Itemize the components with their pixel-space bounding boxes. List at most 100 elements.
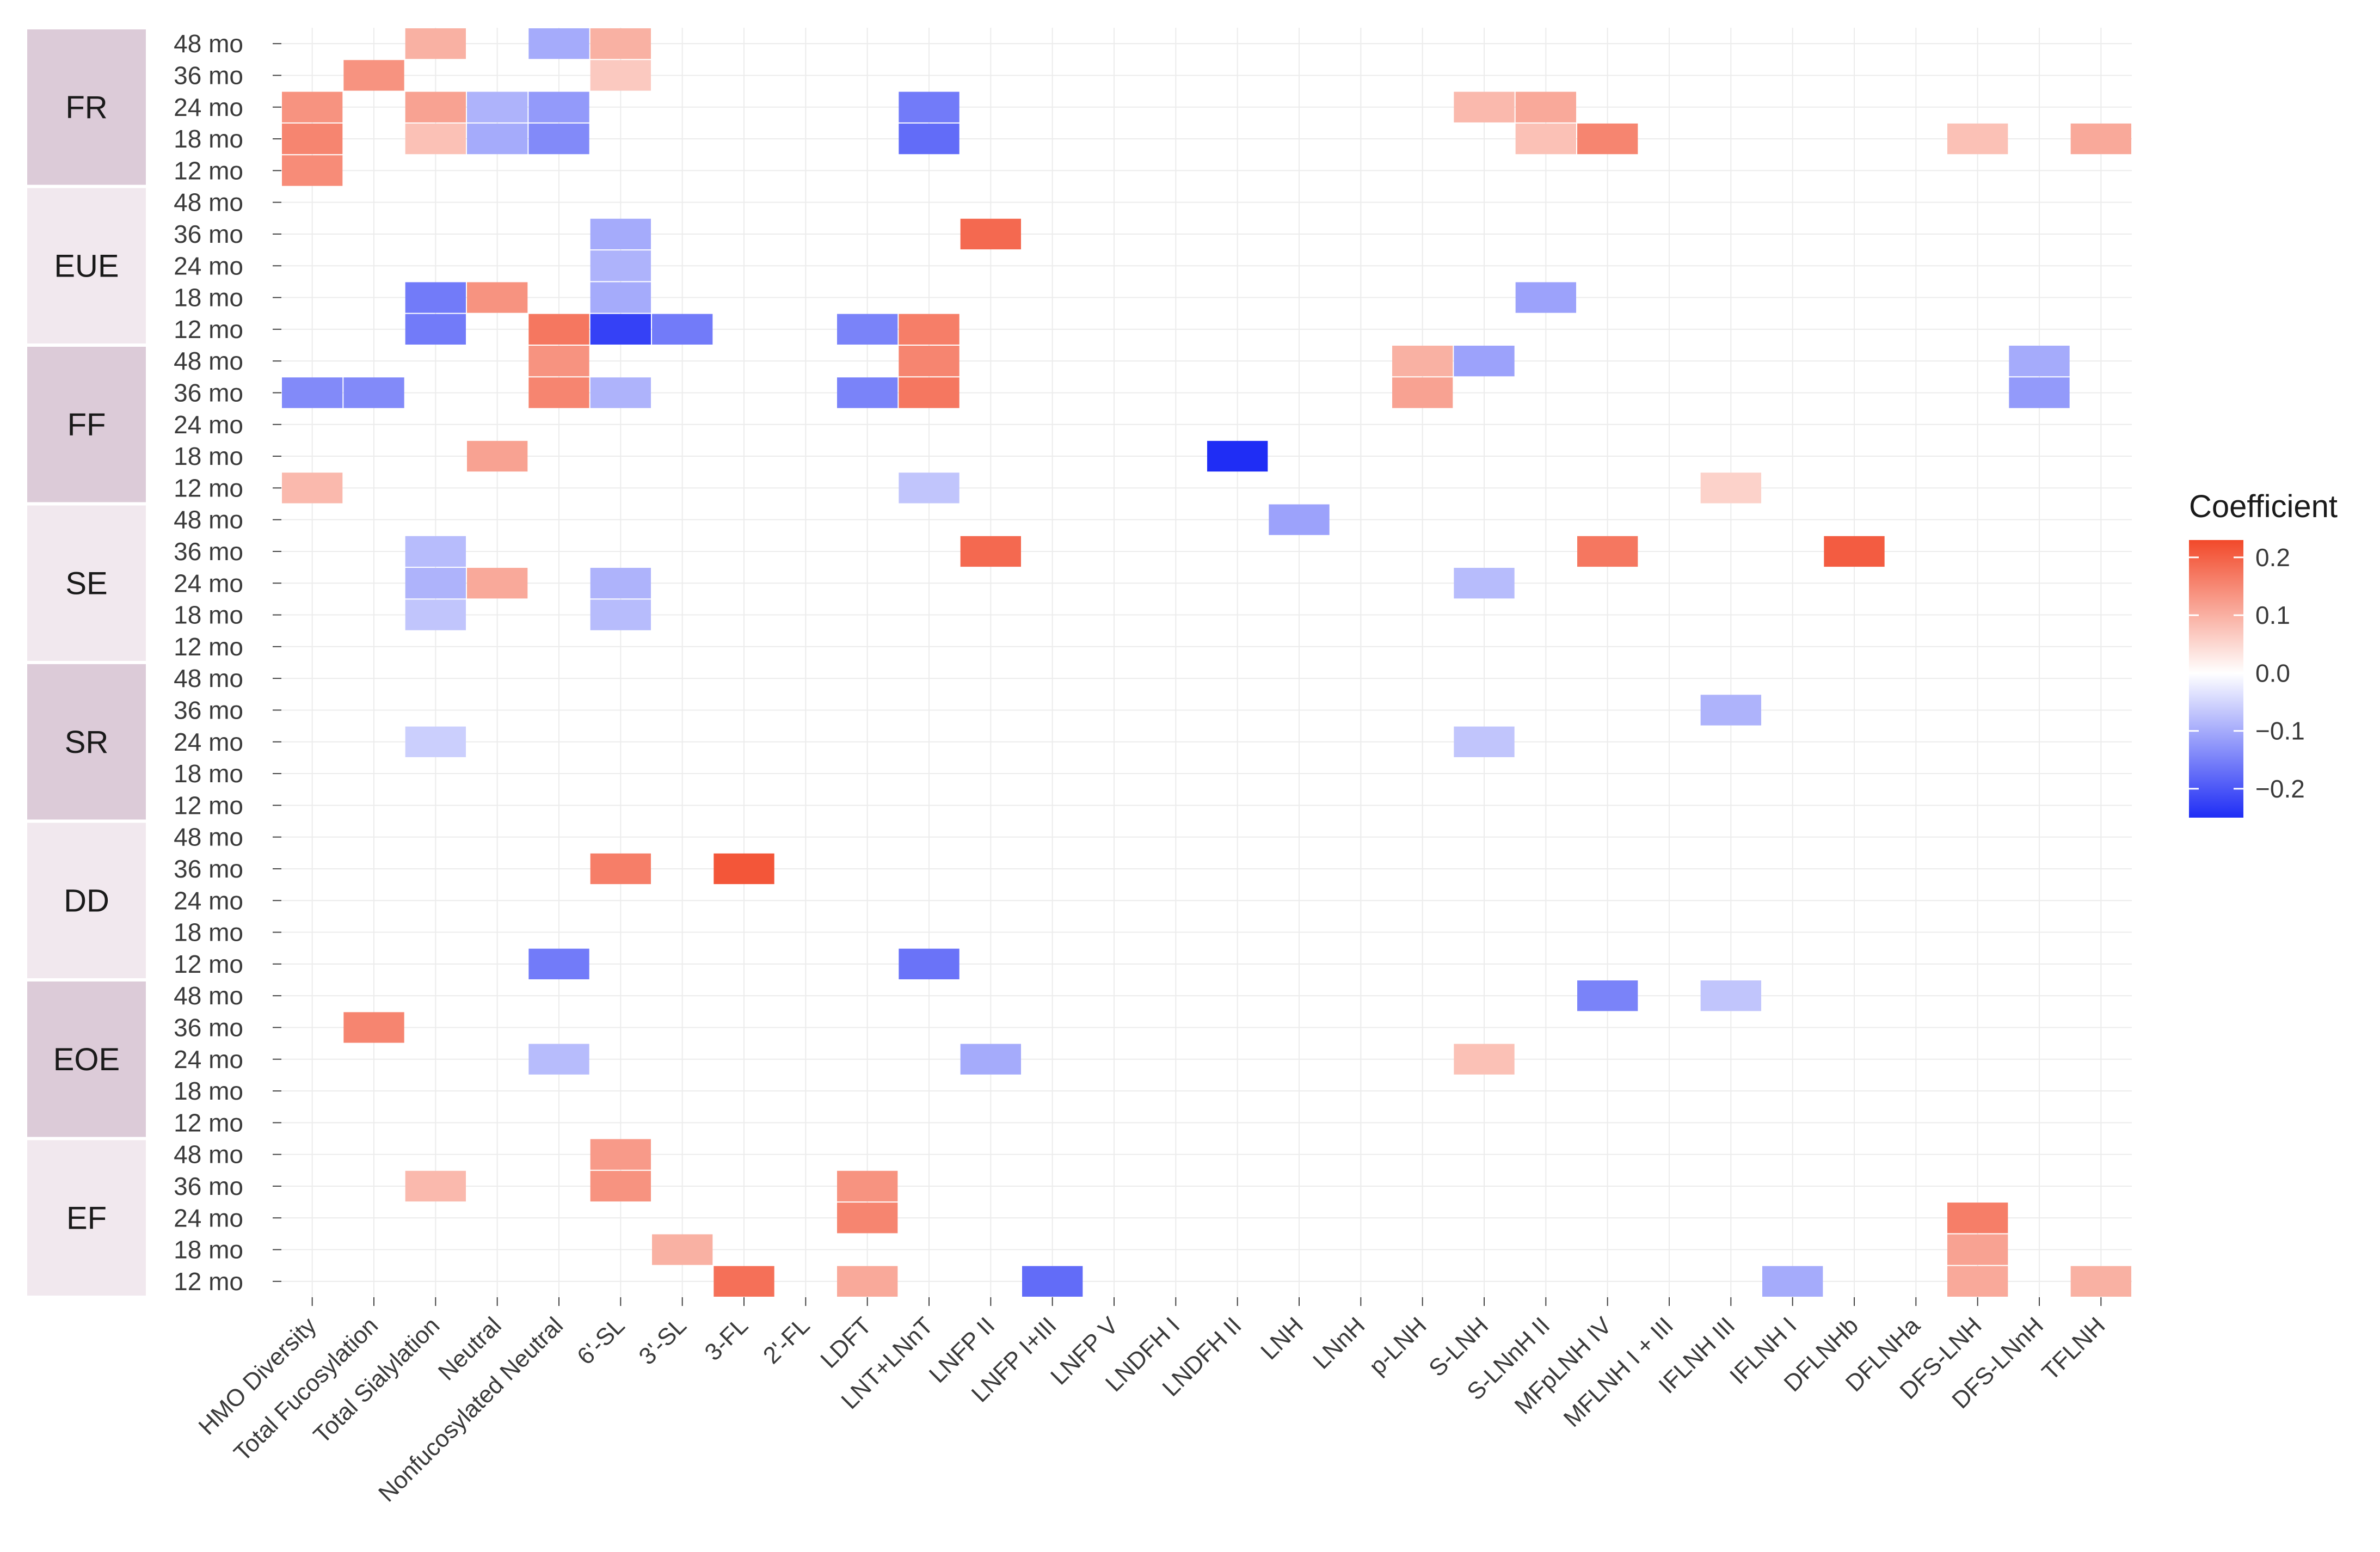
y-tick-label: 12 mo bbox=[174, 1267, 243, 1296]
heatmap-cell bbox=[1577, 536, 1638, 567]
heatmap-cell bbox=[528, 314, 589, 345]
y-tick-label: 36 mo bbox=[174, 220, 243, 248]
y-tick-label: 36 mo bbox=[174, 1172, 243, 1200]
facet-strip-se bbox=[27, 505, 146, 661]
heatmap-cell bbox=[1824, 536, 1885, 567]
heatmap-cell bbox=[899, 948, 960, 979]
heatmap-cell bbox=[405, 1170, 466, 1202]
heatmap-cell bbox=[1454, 568, 1515, 599]
x-tick-label: TFLNH bbox=[2037, 1312, 2111, 1385]
legend-title: Coefficient bbox=[2189, 489, 2338, 524]
heatmap-cell bbox=[528, 123, 589, 155]
y-tick-label: 24 mo bbox=[174, 1204, 243, 1232]
heatmap-cell bbox=[652, 314, 713, 345]
legend-tick-label: −0.1 bbox=[2255, 717, 2305, 745]
x-tick-label: LNH bbox=[1256, 1312, 1308, 1365]
heatmap-cell bbox=[960, 536, 1021, 567]
heatmap-cell bbox=[899, 473, 960, 504]
heatmap-cell bbox=[1762, 1266, 1823, 1297]
heatmap-cell bbox=[405, 314, 466, 345]
heatmap-cell bbox=[1577, 123, 1638, 155]
heatmap-cell bbox=[652, 1234, 713, 1265]
heatmap-cell bbox=[2009, 346, 2070, 377]
y-tick-label: 12 mo bbox=[174, 950, 243, 978]
x-tick-label: 2'-FL bbox=[758, 1312, 815, 1369]
x-tick-label: 6'-SL bbox=[572, 1312, 630, 1370]
heatmap-cell bbox=[1515, 282, 1576, 313]
heatmap-cell bbox=[899, 346, 960, 377]
heatmap-cell bbox=[1392, 377, 1453, 408]
heatmap-cell bbox=[1947, 1203, 2008, 1234]
heatmap-cell bbox=[837, 1203, 898, 1234]
facet-label-sr: SR bbox=[65, 725, 109, 760]
heatmap-cell bbox=[960, 1044, 1021, 1075]
facet-strip-sr bbox=[27, 664, 146, 820]
y-tick-label: 48 mo bbox=[174, 29, 243, 58]
facet-label-fr: FR bbox=[65, 90, 107, 125]
y-tick-label: 24 mo bbox=[174, 569, 243, 597]
heatmap-cell bbox=[528, 91, 589, 122]
y-tick-label: 48 mo bbox=[174, 823, 243, 851]
heatmap-cell bbox=[590, 282, 651, 313]
heatmap-cell bbox=[2070, 123, 2131, 155]
facet-label-eoe: EOE bbox=[53, 1042, 120, 1077]
heatmap-cell bbox=[528, 948, 589, 979]
heatmap-cell bbox=[405, 282, 466, 313]
heatmap-cell bbox=[467, 440, 528, 472]
y-tick-label: 48 mo bbox=[174, 664, 243, 692]
legend-colorbar bbox=[2189, 540, 2243, 818]
heatmap-cell bbox=[405, 726, 466, 757]
y-tick-label: 36 mo bbox=[174, 378, 243, 407]
heatmap-cell bbox=[2009, 377, 2070, 408]
heatmap-cell bbox=[467, 91, 528, 122]
cells-layer bbox=[282, 28, 2131, 1297]
y-tick-label: 12 mo bbox=[174, 156, 243, 185]
heatmap-cell bbox=[1515, 123, 1576, 155]
heatmap-cell bbox=[405, 568, 466, 599]
y-tick-label: 12 mo bbox=[174, 315, 243, 343]
y-tick-label: 36 mo bbox=[174, 61, 243, 89]
heatmap-cell bbox=[405, 91, 466, 122]
heatmap-cell bbox=[1577, 980, 1638, 1011]
heatmap-cell bbox=[528, 1044, 589, 1075]
y-tick-label: 24 mo bbox=[174, 93, 243, 121]
heatmap-cell bbox=[467, 123, 528, 155]
heatmap-cell bbox=[899, 91, 960, 122]
y-tick-label: 12 mo bbox=[174, 633, 243, 661]
x-tick-label: LNnH bbox=[1308, 1312, 1370, 1374]
heatmap-cell bbox=[1392, 346, 1453, 377]
heatmap-cell bbox=[590, 599, 651, 630]
y-tick-labels-layer: 48 mo 36 mo 24 mo 18 mo 12 mo 48 mo 36 mo 24 mo… bbox=[174, 29, 281, 1296]
x-tick-label: 3-FL bbox=[699, 1312, 753, 1366]
legend-tick-label: 0.1 bbox=[2255, 601, 2290, 629]
x-tick-label: p-LNH bbox=[1364, 1312, 1432, 1380]
facet-strip-ff bbox=[27, 347, 146, 502]
y-tick-label: 24 mo bbox=[174, 1045, 243, 1073]
heatmap-cell bbox=[1207, 440, 1268, 472]
y-tick-label: 18 mo bbox=[174, 918, 243, 947]
heatmap-cell bbox=[1454, 346, 1515, 377]
legend-tick-label: 0.0 bbox=[2255, 659, 2290, 687]
heatmap-cell bbox=[590, 218, 651, 250]
y-tick-label: 36 mo bbox=[174, 696, 243, 724]
heatmap-cell bbox=[960, 218, 1021, 250]
heatmap-cell bbox=[528, 377, 589, 408]
heatmap-cell bbox=[405, 536, 466, 567]
heatmap-cell bbox=[714, 853, 774, 885]
facet-label-eue: EUE bbox=[54, 248, 119, 284]
heatmap-cell bbox=[590, 853, 651, 885]
y-tick-label: 18 mo bbox=[174, 1077, 243, 1105]
legend-tick-label: −0.2 bbox=[2255, 775, 2305, 803]
heatmap-cell bbox=[837, 1266, 898, 1297]
heatmap-cell bbox=[2070, 1266, 2131, 1297]
heatmap-cell bbox=[1454, 91, 1515, 122]
heatmap-cell bbox=[1700, 980, 1761, 1011]
heatmap-cell bbox=[899, 377, 960, 408]
heatmap-cell bbox=[590, 377, 651, 408]
y-tick-label: 48 mo bbox=[174, 981, 243, 1010]
heatmap-cell bbox=[1454, 1044, 1515, 1075]
y-tick-label: 18 mo bbox=[174, 601, 243, 629]
y-tick-label: 36 mo bbox=[174, 1013, 243, 1041]
